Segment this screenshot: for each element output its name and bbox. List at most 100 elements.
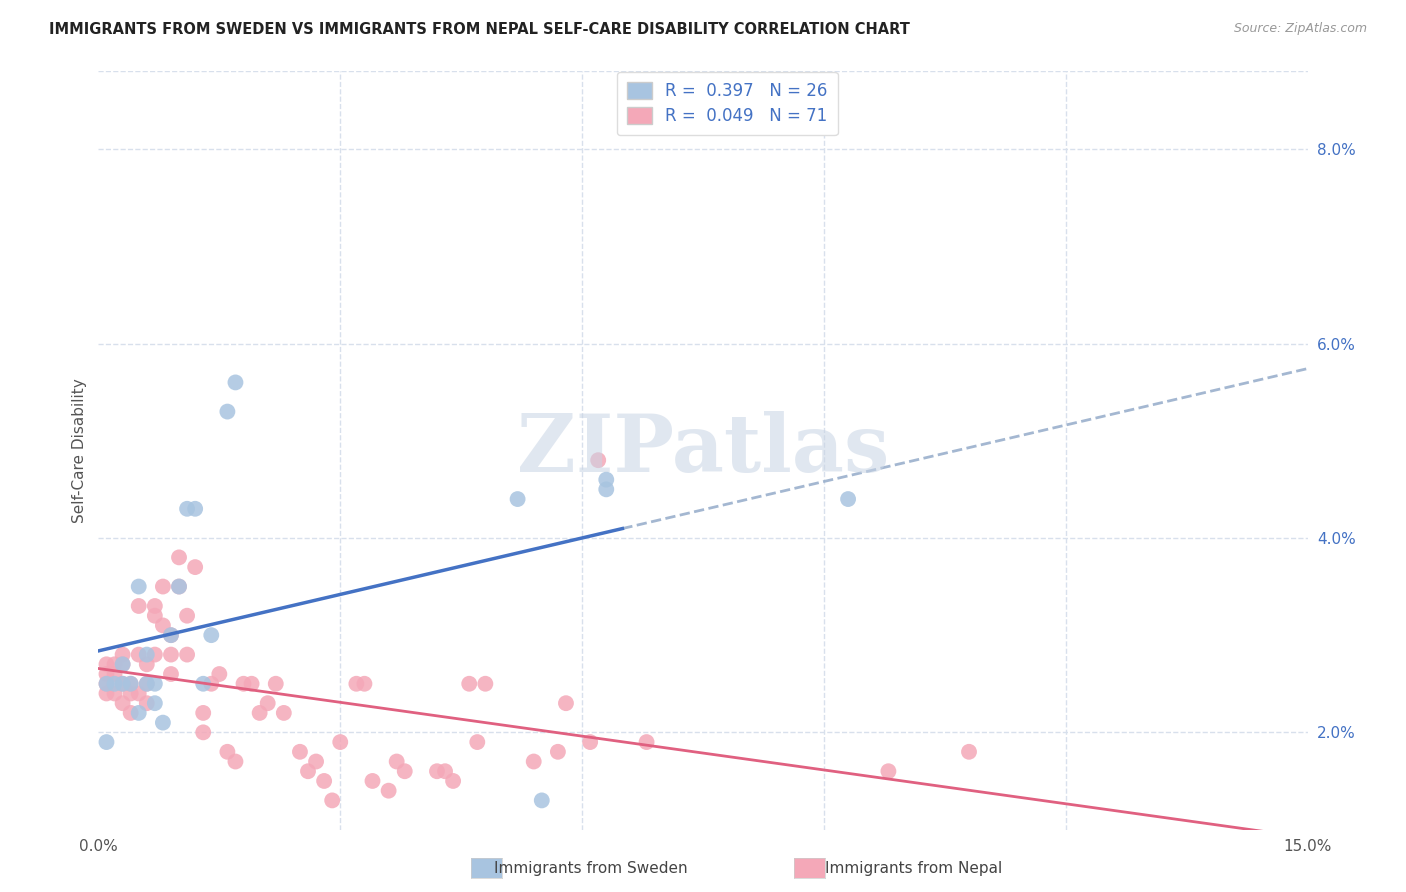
Point (184, 501, 207, 516)
Point (193, 725, 215, 739)
Point (394, 764, 416, 779)
Point (143, 648, 166, 662)
Text: Immigrants from Sweden: Immigrants from Sweden (494, 862, 688, 876)
Point (120, 706, 142, 720)
Point (200, 628, 222, 642)
Point (434, 764, 457, 779)
Point (837, 491, 859, 506)
Point (877, 764, 900, 779)
Point (523, 755, 546, 769)
Point (344, 677, 367, 691)
Point (128, 686, 150, 700)
Point (160, 628, 183, 642)
Point (176, 608, 198, 623)
Point (547, 745, 569, 759)
Point (458, 677, 481, 691)
Point (256, 696, 278, 710)
Point (361, 774, 384, 789)
Point (152, 715, 174, 730)
Point (143, 608, 166, 623)
Point (96, 677, 118, 691)
Point (184, 560, 207, 574)
Point (111, 677, 134, 691)
Point (152, 580, 174, 594)
Text: ZIPatlas: ZIPatlas (517, 411, 889, 490)
Point (128, 580, 150, 594)
Point (193, 706, 215, 720)
Point (595, 473, 617, 487)
Point (506, 491, 529, 506)
Point (224, 755, 246, 769)
Point (96, 667, 118, 681)
Point (555, 696, 578, 710)
Y-axis label: Self-Care Disability: Self-Care Disability (72, 378, 87, 523)
Point (96, 686, 118, 700)
Point (128, 648, 150, 662)
Point (465, 735, 488, 749)
Point (474, 677, 496, 691)
Point (957, 745, 980, 759)
Point (160, 667, 183, 681)
Point (120, 686, 142, 700)
Point (111, 657, 134, 672)
Point (249, 706, 271, 720)
Point (441, 774, 464, 789)
Point (167, 580, 190, 594)
Point (224, 376, 246, 390)
Point (143, 599, 166, 613)
Point (111, 677, 134, 691)
Point (167, 550, 190, 565)
Point (111, 696, 134, 710)
Text: Immigrants from Nepal: Immigrants from Nepal (825, 862, 1002, 876)
Point (321, 793, 343, 807)
Point (217, 745, 239, 759)
Point (314, 774, 336, 789)
Text: IMMIGRANTS FROM SWEDEN VS IMMIGRANTS FROM NEPAL SELF-CARE DISABILITY CORRELATION: IMMIGRANTS FROM SWEDEN VS IMMIGRANTS FRO… (49, 22, 910, 37)
Point (176, 648, 198, 662)
Point (152, 618, 174, 632)
Point (128, 706, 150, 720)
Point (103, 686, 125, 700)
Point (377, 783, 399, 797)
Point (305, 755, 328, 769)
Point (579, 735, 602, 749)
Point (96, 677, 118, 691)
Text: Source: ZipAtlas.com: Source: ZipAtlas.com (1233, 22, 1367, 36)
Point (217, 404, 239, 418)
Point (385, 755, 408, 769)
Point (128, 599, 150, 613)
Point (636, 735, 658, 749)
Point (288, 745, 311, 759)
Point (208, 667, 231, 681)
Point (103, 657, 125, 672)
Point (120, 677, 142, 691)
Point (200, 677, 222, 691)
Point (167, 580, 190, 594)
Point (103, 677, 125, 691)
Point (135, 677, 157, 691)
Point (530, 793, 553, 807)
Point (273, 706, 295, 720)
Point (111, 648, 134, 662)
Point (264, 677, 287, 691)
Point (426, 764, 449, 779)
Point (160, 628, 183, 642)
Point (329, 735, 352, 749)
Point (111, 657, 134, 672)
Point (135, 648, 157, 662)
Point (353, 677, 375, 691)
Point (232, 677, 254, 691)
Point (96, 657, 118, 672)
Point (143, 677, 166, 691)
Point (135, 657, 157, 672)
Point (135, 677, 157, 691)
Point (103, 667, 125, 681)
Point (96, 735, 118, 749)
Point (160, 648, 183, 662)
Point (143, 696, 166, 710)
Legend: R =  0.397   N = 26, R =  0.049   N = 71: R = 0.397 N = 26, R = 0.049 N = 71 (617, 72, 838, 135)
Point (176, 501, 198, 516)
Point (120, 677, 142, 691)
Point (586, 453, 609, 467)
Point (240, 677, 263, 691)
